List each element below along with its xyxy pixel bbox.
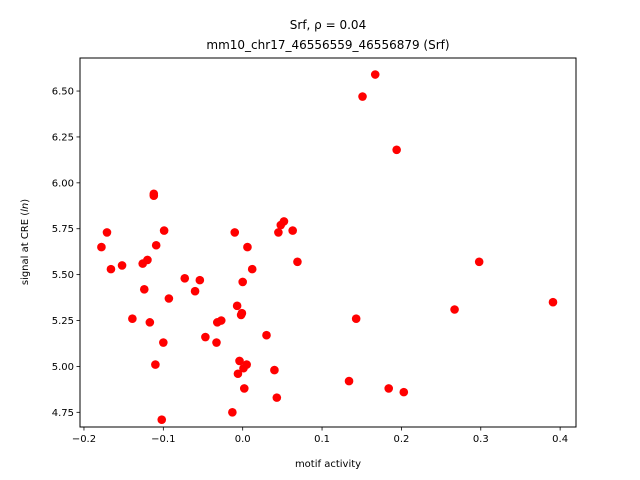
plot-frame bbox=[79, 57, 577, 428]
y-tick-label: 5.75 bbox=[52, 224, 74, 235]
data-point bbox=[237, 308, 247, 318]
plot-area bbox=[80, 58, 576, 427]
y-tick-label: 4.75 bbox=[52, 408, 74, 419]
x-tick-label: 0.2 bbox=[393, 434, 409, 445]
data-point bbox=[238, 277, 247, 287]
data-point bbox=[288, 226, 297, 235]
data-point bbox=[243, 242, 252, 252]
x-tick-label: −0.2 bbox=[72, 434, 96, 445]
data-point bbox=[233, 369, 243, 379]
data-point bbox=[274, 228, 283, 237]
x-tick-label: 0.4 bbox=[552, 434, 568, 445]
data-point bbox=[474, 257, 484, 267]
data-point bbox=[272, 393, 282, 402]
data-point bbox=[157, 415, 167, 424]
x-tick-label: 0.0 bbox=[235, 434, 251, 445]
data-point bbox=[235, 356, 244, 366]
data-point bbox=[384, 384, 394, 393]
data-point bbox=[358, 92, 367, 101]
data-point bbox=[151, 240, 161, 250]
data-point bbox=[344, 376, 354, 386]
data-point bbox=[117, 261, 127, 270]
data-point bbox=[106, 264, 116, 274]
x-axis-label: motif activity bbox=[295, 459, 361, 470]
y-tick-label: 5.25 bbox=[52, 316, 74, 327]
data-point bbox=[145, 318, 155, 327]
data-point bbox=[548, 297, 558, 307]
data-point bbox=[216, 316, 226, 325]
data-point bbox=[151, 360, 160, 369]
data-point bbox=[351, 314, 361, 323]
data-point bbox=[230, 228, 240, 237]
data-point bbox=[201, 332, 210, 342]
data-point bbox=[450, 305, 459, 314]
data-point bbox=[143, 255, 152, 265]
data-point bbox=[242, 360, 251, 369]
y-tick-label: 6.50 bbox=[52, 87, 74, 98]
data-point bbox=[232, 301, 242, 311]
data-point bbox=[190, 286, 200, 296]
data-point bbox=[399, 387, 409, 397]
x-tick-label: −0.1 bbox=[151, 434, 175, 445]
data-point bbox=[370, 70, 380, 79]
data-point bbox=[195, 275, 205, 285]
data-point bbox=[180, 274, 190, 283]
y-axis-label: signal at CRE (ln) bbox=[20, 199, 31, 285]
y-tick-label: 6.00 bbox=[52, 178, 74, 189]
data-point bbox=[239, 384, 249, 393]
data-point bbox=[102, 228, 112, 237]
data-point bbox=[247, 264, 257, 274]
y-tick-label: 5.00 bbox=[52, 362, 74, 373]
x-axis-ticks: −0.2 −0.1 0.0 0.1 0.2 0.3 0.4 bbox=[72, 427, 568, 445]
data-point bbox=[139, 285, 149, 294]
chart-title-line1: Srf, ρ = 0.04 bbox=[290, 18, 366, 32]
data-point bbox=[164, 294, 174, 303]
points-layer bbox=[97, 70, 558, 424]
y-tick-label: 6.25 bbox=[52, 132, 74, 143]
data-point bbox=[159, 338, 168, 347]
data-point bbox=[159, 226, 169, 235]
data-point bbox=[228, 408, 237, 417]
data-point bbox=[270, 365, 279, 375]
data-point bbox=[128, 314, 137, 323]
x-tick-label: 0.1 bbox=[314, 434, 330, 445]
chart-title-line2: mm10_chr17_46556559_46556879 (Srf) bbox=[206, 38, 449, 52]
data-point bbox=[392, 145, 401, 155]
data-point bbox=[97, 242, 106, 252]
y-axis-ticks: 4.75 5.00 5.25 5.50 5.75 6.00 6.25 6.50 bbox=[52, 87, 80, 419]
data-point bbox=[262, 330, 271, 340]
data-point bbox=[212, 338, 221, 347]
data-point bbox=[149, 191, 159, 200]
data-point bbox=[293, 257, 302, 267]
x-tick-label: 0.3 bbox=[473, 434, 489, 445]
y-tick-label: 5.50 bbox=[52, 270, 74, 281]
data-point bbox=[279, 217, 289, 226]
